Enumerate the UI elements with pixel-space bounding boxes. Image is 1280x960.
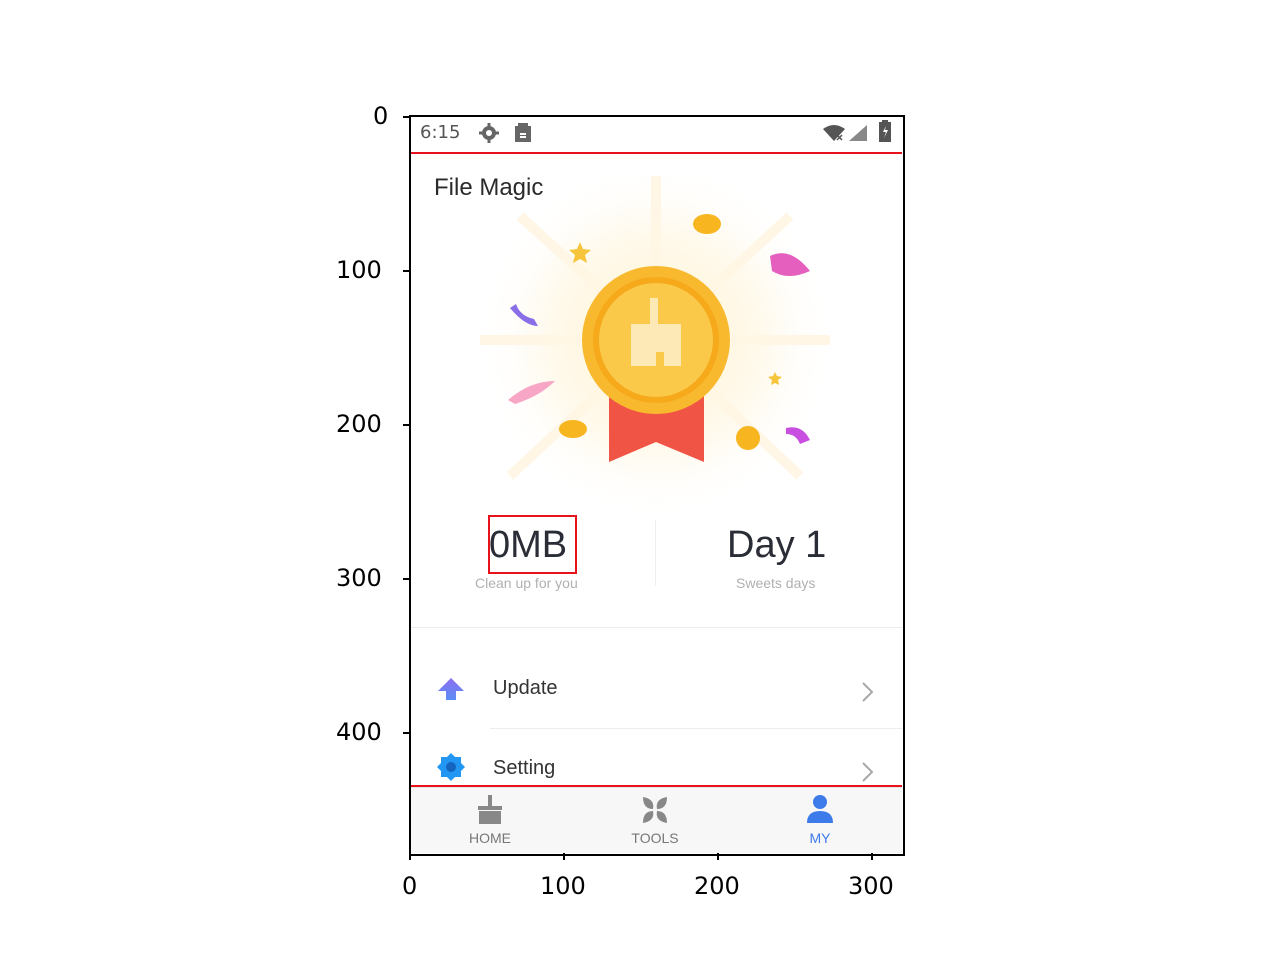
status-bar: 6:15 xyxy=(410,116,902,153)
battery-icon xyxy=(879,120,891,142)
sd-card-icon xyxy=(515,123,531,142)
confetti-icon xyxy=(510,304,538,326)
grid-icon xyxy=(643,797,667,823)
ribbon-icon xyxy=(609,396,704,462)
x-tick-label: 0 xyxy=(402,872,418,900)
menu-item-label: Setting xyxy=(493,757,556,779)
gear-badge-icon xyxy=(437,753,465,781)
star-icon xyxy=(768,372,782,385)
confetti-icon xyxy=(508,381,555,404)
nav-label-tools: TOOLS xyxy=(631,830,679,846)
y-tick xyxy=(403,732,410,734)
x-tick xyxy=(563,853,565,860)
y-tick-label: 200 xyxy=(336,410,382,438)
status-time: 6:15 xyxy=(420,122,461,143)
signal-icon xyxy=(849,125,867,141)
menu-divider xyxy=(490,728,902,729)
y-tick xyxy=(403,270,410,272)
x-tick-label: 100 xyxy=(540,872,586,900)
bottom-nav: HOME TOOLS MY xyxy=(410,787,902,853)
y-tick xyxy=(403,578,410,580)
y-tick-label: 300 xyxy=(336,564,382,592)
annotation-line-bottom xyxy=(410,785,902,787)
cleaned-size-label: Clean up for you xyxy=(475,575,578,591)
coin-icon xyxy=(559,420,587,438)
nav-label-my: MY xyxy=(809,830,831,846)
medal-illustration xyxy=(476,176,836,520)
x-tick xyxy=(717,853,719,860)
y-tick xyxy=(403,424,410,426)
menu-item-update[interactable]: Update xyxy=(410,656,902,726)
y-tick xyxy=(403,116,410,118)
menu-item-label: Update xyxy=(493,677,558,699)
x-tick xyxy=(409,853,411,860)
y-tick-label: 100 xyxy=(336,256,382,284)
chevron-right-icon xyxy=(862,682,874,702)
y-tick-label: 400 xyxy=(336,718,382,746)
section-divider xyxy=(410,627,902,628)
nav-item-my[interactable]: MY xyxy=(770,788,870,853)
nav-item-tools[interactable]: TOOLS xyxy=(605,788,705,853)
stats-divider xyxy=(655,520,656,586)
broom-icon xyxy=(478,795,502,824)
star-icon xyxy=(569,242,591,263)
wifi-icon xyxy=(823,125,845,141)
x-tick-label: 200 xyxy=(694,872,740,900)
upload-arrow-icon xyxy=(438,678,464,700)
phone-screen: 6:15 xyxy=(410,116,902,853)
broom-icon xyxy=(631,298,681,366)
days-label: Sweets days xyxy=(736,575,816,591)
y-tick-label: 0 xyxy=(373,102,389,130)
cleaned-size-value: 0MB xyxy=(489,524,568,566)
person-icon xyxy=(807,795,833,823)
annotation-box-cleaned-size xyxy=(488,515,577,574)
x-tick-label: 300 xyxy=(848,872,894,900)
nav-item-home[interactable]: HOME xyxy=(440,788,540,853)
nav-label-home: HOME xyxy=(469,830,511,846)
days-value: Day 1 xyxy=(727,524,827,566)
confetti-icon xyxy=(770,253,810,276)
coin-icon xyxy=(693,214,721,234)
coin-icon xyxy=(736,426,760,450)
annotation-line-top xyxy=(410,152,902,154)
menu-item-setting[interactable]: Setting xyxy=(410,742,902,787)
gear-icon xyxy=(479,123,499,143)
chevron-right-icon xyxy=(862,762,874,782)
confetti-icon xyxy=(786,427,810,444)
x-tick xyxy=(871,853,873,860)
page-title: File Magic xyxy=(434,174,544,201)
